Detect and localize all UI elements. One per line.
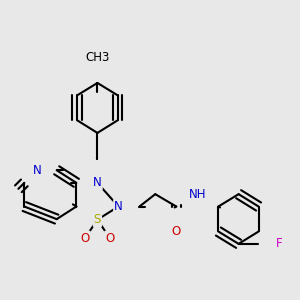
Text: N: N [114, 200, 123, 213]
Text: F: F [275, 237, 282, 250]
Text: O: O [172, 225, 181, 238]
Text: CH3: CH3 [85, 52, 110, 64]
Text: N: N [33, 164, 41, 177]
Text: N: N [93, 176, 102, 189]
Text: NH: NH [189, 188, 206, 201]
Text: S: S [94, 213, 101, 226]
Text: O: O [105, 232, 114, 244]
Text: O: O [80, 232, 90, 244]
